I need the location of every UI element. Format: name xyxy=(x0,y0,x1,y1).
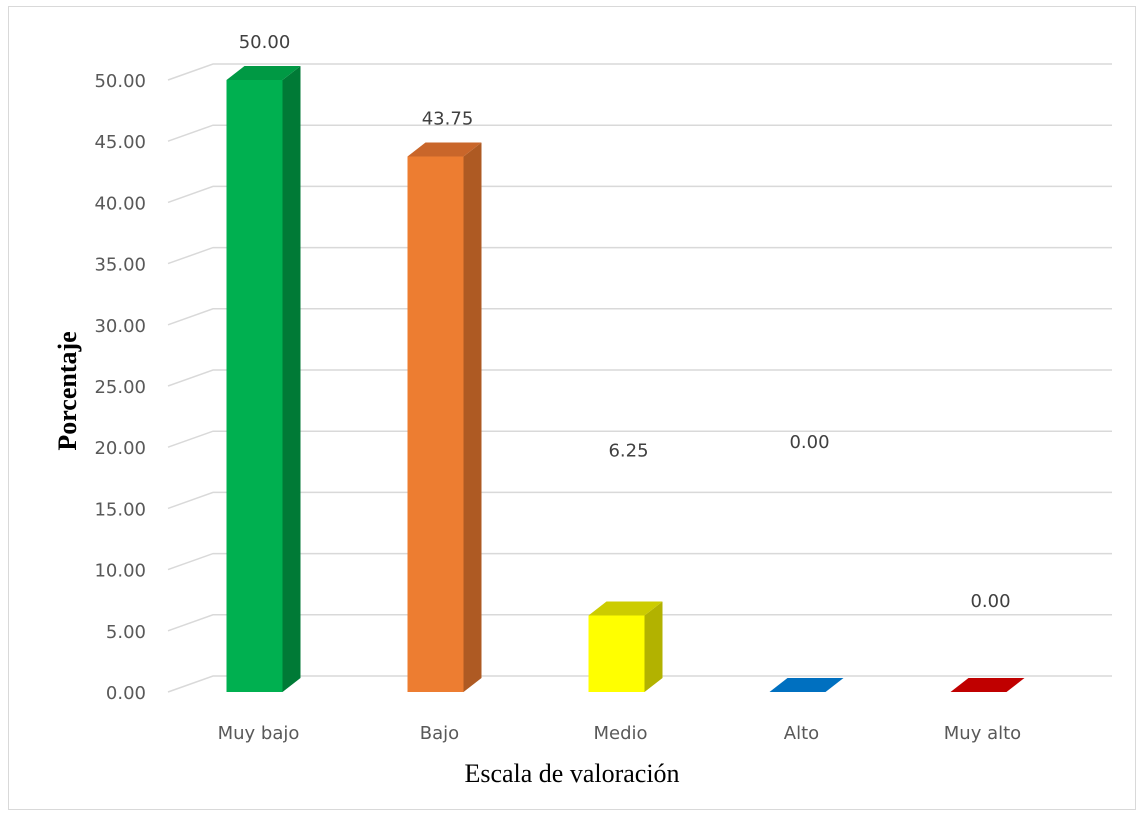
y-tick-label: 45.00 xyxy=(94,132,146,153)
gridline xyxy=(167,491,1112,510)
data-labels: 50.00 43.75 6.25 0.00 0.00 xyxy=(239,32,1011,612)
bar xyxy=(226,66,301,692)
y-tick-label: 35.00 xyxy=(94,255,146,276)
data-label: 0.00 xyxy=(789,432,829,453)
x-category-label: Bajo xyxy=(420,723,459,744)
y-tick-label: 30.00 xyxy=(94,316,146,337)
bar-front xyxy=(407,156,464,692)
gridline xyxy=(167,552,1112,571)
gridline xyxy=(167,124,1112,142)
y-tick-label: 10.00 xyxy=(94,561,146,582)
bars xyxy=(226,66,1025,692)
y-axis-title: Porcentaje xyxy=(53,331,82,450)
y-tick-label: 50.00 xyxy=(94,71,146,92)
bar-side xyxy=(282,66,301,692)
y-tick-label: 25.00 xyxy=(94,377,146,398)
gridline xyxy=(167,185,1112,204)
bar xyxy=(588,601,663,692)
x-category-label: Medio xyxy=(593,723,647,744)
x-category-label: Muy bajo xyxy=(218,723,300,744)
bar-top xyxy=(407,142,482,157)
x-category-label: Muy alto xyxy=(944,723,1021,744)
x-category-label: Alto xyxy=(784,723,819,744)
bar-front xyxy=(588,615,645,692)
gridlines xyxy=(167,63,1112,693)
data-label: 43.75 xyxy=(422,109,474,130)
bar xyxy=(407,142,482,692)
y-tick-label: 15.00 xyxy=(94,499,146,520)
bar-top xyxy=(588,601,663,616)
x-axis-title: Escala de valoración xyxy=(464,759,679,788)
bar-top xyxy=(226,66,301,80)
bar-side xyxy=(644,601,663,692)
gridline xyxy=(167,430,1112,448)
gridline xyxy=(167,675,1112,693)
bar xyxy=(950,678,1025,692)
gridline xyxy=(167,308,1112,326)
gridline xyxy=(167,614,1112,632)
bar-top xyxy=(769,678,844,692)
y-tick-label: 40.00 xyxy=(94,193,146,214)
bar-front xyxy=(226,80,283,692)
y-tick-label: 20.00 xyxy=(94,438,146,459)
bar-side xyxy=(463,142,482,692)
y-tick-label: 0.00 xyxy=(106,683,146,704)
data-label: 6.25 xyxy=(608,441,648,462)
data-label: 50.00 xyxy=(239,32,291,53)
data-label: 0.00 xyxy=(970,591,1010,612)
bar xyxy=(769,678,844,692)
gridline xyxy=(167,63,1112,81)
y-tick-label: 5.00 xyxy=(106,622,146,643)
bar-top xyxy=(950,678,1025,692)
y-axis-ticks: 0.00 5.00 10.00 15.00 20.00 25.00 30.00 35.00 40… xyxy=(94,71,146,704)
gridline xyxy=(167,369,1112,387)
x-axis-categories: Muy bajo Bajo Medio Alto Muy alto xyxy=(218,723,1022,744)
gridline xyxy=(167,246,1112,265)
